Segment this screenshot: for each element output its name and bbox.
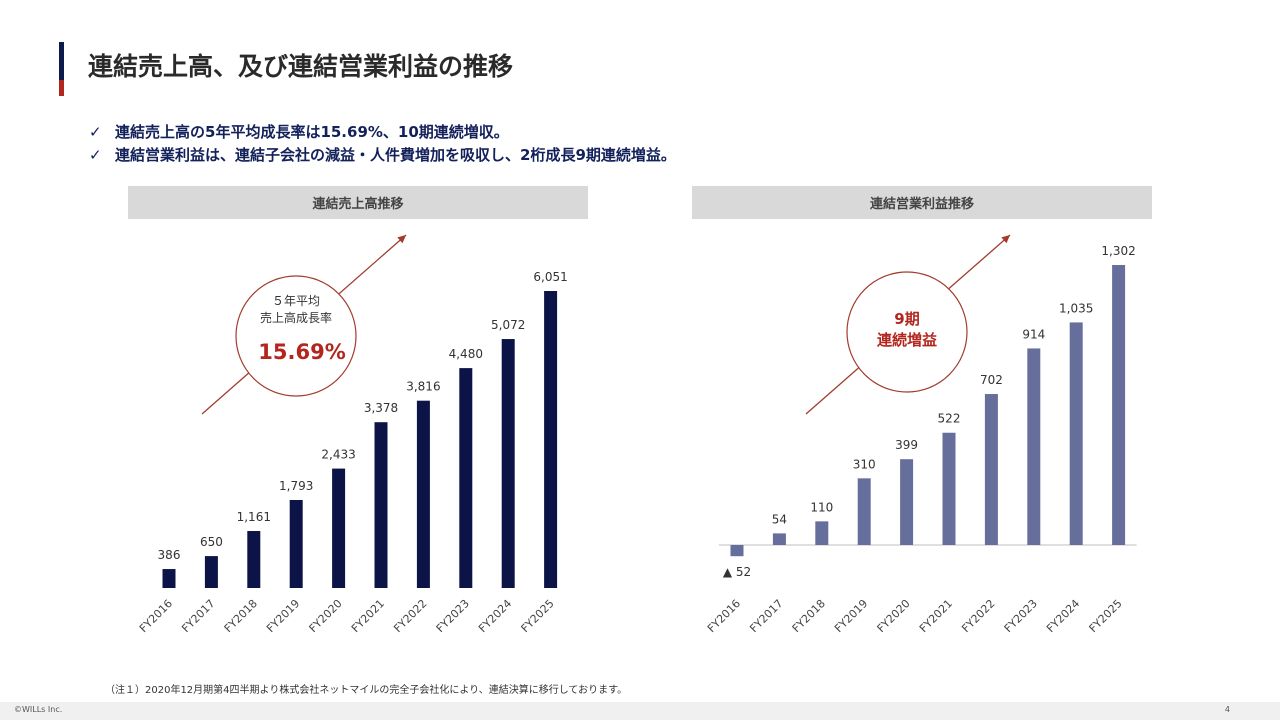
tick-label-FY2023: FY2023: [1002, 597, 1040, 635]
bullet-revenue: ✓ 連結売上高の5年平均成長率は15.69%、10期連続増収。: [89, 121, 509, 142]
data-label-FY2018: 1,161: [237, 510, 271, 524]
bar-FY2017: [772, 533, 786, 545]
data-label-FY2021: 3,378: [364, 401, 398, 415]
tick-label-FY2025: FY2025: [1087, 597, 1125, 635]
page-number: 4: [1224, 705, 1230, 714]
revenue-chart-header: 連結売上高推移: [128, 186, 588, 219]
bar-FY2025: [1112, 265, 1126, 545]
data-label-FY2022: 3,816: [406, 380, 440, 394]
tick-label-FY2016: FY2016: [705, 597, 743, 635]
bar-FY2021: [942, 432, 956, 545]
data-label-FY2021: 522: [938, 412, 961, 426]
data-label-FY2020: 2,433: [321, 448, 355, 462]
bar-FY2019: [857, 478, 871, 545]
bar-FY2021: [374, 422, 388, 588]
bullet-text: 連結営業利益は、連結子会社の減益・人件費増加を吸収し、2桁成長9期連続増益。: [115, 146, 676, 164]
data-label-FY2016: 386: [158, 548, 181, 562]
bar-FY2023: [1027, 348, 1041, 545]
data-label-FY2020: 399: [895, 438, 918, 452]
bar-FY2019: [289, 499, 303, 588]
page-title: 連結売上高、及び連結営業利益の推移: [88, 52, 514, 81]
callout-line1: 9期: [894, 310, 919, 328]
bar-FY2016: [730, 545, 744, 557]
check-icon: ✓: [89, 123, 102, 141]
bar-FY2024: [501, 339, 515, 588]
footer: ©WILLs Inc. 4: [0, 702, 1280, 720]
growth-rate-callout-circle: [235, 275, 357, 397]
data-label-FY2016: ▲ 52: [723, 565, 751, 579]
data-label-FY2017: 54: [772, 512, 787, 526]
arrow-head: [1001, 235, 1010, 244]
data-label-FY2023: 914: [1022, 327, 1045, 341]
callout-growth-value: 15.69%: [258, 340, 345, 364]
bar-FY2016: [162, 569, 176, 588]
bar-FY2023: [459, 368, 473, 588]
bar-FY2022: [984, 394, 998, 545]
data-label-FY2024: 5,072: [491, 318, 525, 332]
callout-line1: ５年平均: [272, 294, 320, 308]
data-label-FY2025: 6,051: [533, 270, 567, 284]
tick-label-FY2024: FY2024: [1044, 597, 1082, 635]
tick-label-FY2022: FY2022: [959, 597, 997, 635]
copyright: ©WILLs Inc.: [14, 705, 63, 714]
bullet-text: 連結売上高の5年平均成長率は15.69%、10期連続増収。: [115, 123, 509, 141]
profit-chart-header: 連結営業利益推移: [692, 186, 1152, 219]
data-label-FY2019: 1,793: [279, 479, 313, 493]
callout-line2: 連続増益: [877, 331, 937, 349]
bar-FY2022: [416, 400, 430, 588]
check-icon: ✓: [89, 146, 102, 164]
bullet-profit: ✓ 連結営業利益は、連結子会社の減益・人件費増加を吸収し、2桁成長9期連続増益。: [89, 144, 676, 165]
bar-FY2025: [544, 291, 558, 588]
data-label-FY2025: 1,302: [1101, 244, 1135, 258]
tick-label-FY2019: FY2019: [832, 597, 870, 635]
data-label-FY2023: 4,480: [449, 347, 483, 361]
bar-FY2024: [1069, 322, 1083, 545]
footnote: （注１）2020年12月期第4四半期より株式会社ネットマイルの完全子会社化により…: [105, 685, 628, 696]
bar-FY2020: [332, 468, 346, 588]
tick-label-FY2020: FY2020: [875, 597, 913, 635]
callout-line2: 売上高成長率: [260, 310, 332, 325]
arrow-head: [397, 235, 406, 244]
title-accent-bar-red: [59, 80, 64, 96]
bar-FY2018: [815, 521, 829, 545]
data-label-FY2022: 702: [980, 373, 1003, 387]
tick-label-FY2017: FY2017: [747, 597, 785, 635]
bar-FY2020: [900, 459, 914, 545]
tick-label-FY2021: FY2021: [917, 597, 955, 635]
bar-FY2017: [204, 556, 218, 588]
bar-FY2018: [247, 531, 261, 588]
tick-label-FY2018: FY2018: [790, 597, 828, 635]
title-accent-bar: [59, 42, 64, 80]
data-label-FY2019: 310: [853, 457, 876, 471]
data-label-FY2024: 1,035: [1059, 301, 1093, 315]
consecutive-profit-callout-circle: [846, 271, 968, 393]
data-label-FY2017: 650: [200, 535, 223, 549]
data-label-FY2018: 110: [810, 500, 833, 514]
